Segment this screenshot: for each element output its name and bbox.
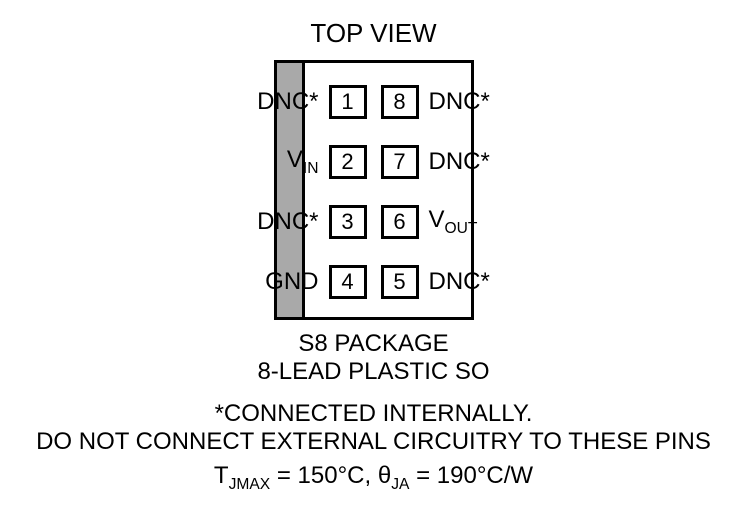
footnote-line1: *CONNECTED INTERNALLY. <box>0 400 747 428</box>
pin-8-label: DNC* <box>429 88 490 116</box>
package-name: S8 PACKAGE <box>0 330 747 358</box>
chip-body: DNC* 1 VIN 2 DNC* 3 GND 4 8 DNC* 7 <box>274 60 474 320</box>
pin-4-row: GND 4 <box>187 265 367 299</box>
footnote-line2: DO NOT CONNECT EXTERNAL CIRCUITRY TO THE… <box>0 428 747 456</box>
pin-2-label: VIN <box>287 146 319 178</box>
package-desc: 8-LEAD PLASTIC SO <box>0 358 747 386</box>
pin-7-row: 7 DNC* <box>381 145 561 179</box>
pin-3-label: DNC* <box>257 208 318 236</box>
pin-2-row: VIN 2 <box>187 145 367 179</box>
pin-1-box: 1 <box>329 85 367 119</box>
pin-2-box: 2 <box>329 145 367 179</box>
pin-5-label: DNC* <box>429 268 490 296</box>
pin-6-box: 6 <box>381 205 419 239</box>
pin-7-box: 7 <box>381 145 419 179</box>
pin-4-box: 4 <box>329 265 367 299</box>
pin-3-box: 3 <box>329 205 367 239</box>
pin-5-row: 5 DNC* <box>381 265 561 299</box>
pin-5-box: 5 <box>381 265 419 299</box>
pin-8-box: 8 <box>381 85 419 119</box>
pin-8-row: 8 DNC* <box>381 85 561 119</box>
pin-6-row: 6 VOUT <box>381 205 561 239</box>
pinout-diagram: TOP VIEW DNC* 1 VIN 2 DNC* 3 GND 4 <box>0 0 747 525</box>
thermal-specs: TJMAX = 150°C, θJA = 190°C/W <box>0 462 747 494</box>
pin-1-label: DNC* <box>257 88 318 116</box>
pin-3-row: DNC* 3 <box>187 205 367 239</box>
chip-area: DNC* 1 VIN 2 DNC* 3 GND 4 8 DNC* 7 <box>184 60 564 320</box>
pin-6-label: VOUT <box>429 206 478 238</box>
pin-4-label: GND <box>265 268 318 296</box>
pin-7-label: DNC* <box>429 148 490 176</box>
top-view-label: TOP VIEW <box>0 18 747 49</box>
pin-1-row: DNC* 1 <box>187 85 367 119</box>
